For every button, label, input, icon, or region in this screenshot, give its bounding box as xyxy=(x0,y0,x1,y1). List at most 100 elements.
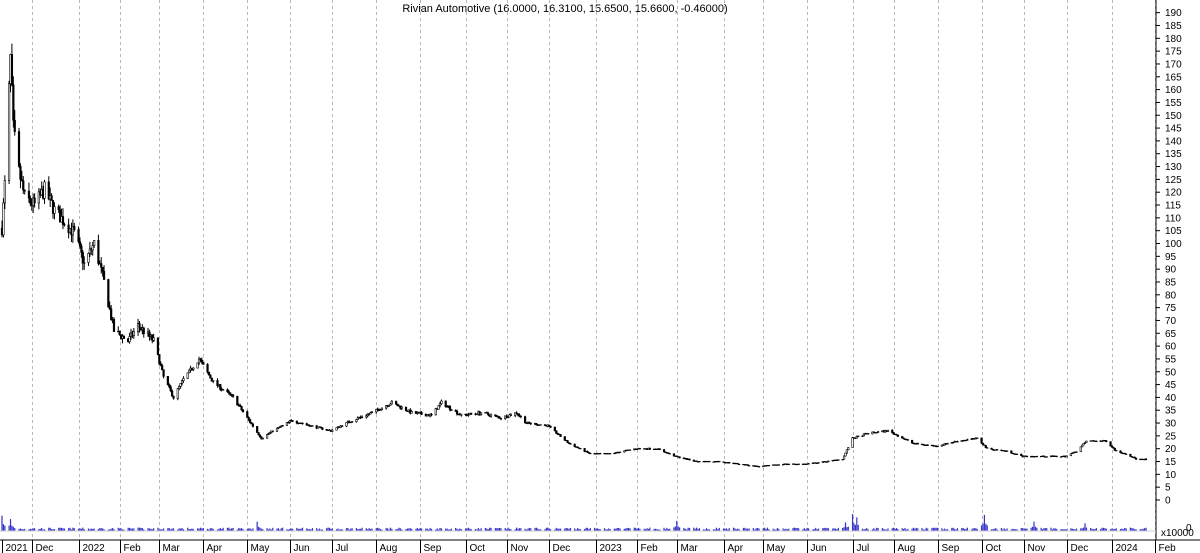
candle xyxy=(355,419,358,423)
candle xyxy=(460,413,463,417)
candle xyxy=(708,460,711,463)
volume-bar xyxy=(375,528,377,531)
volume-bar xyxy=(202,528,204,531)
candle xyxy=(196,362,199,369)
candle xyxy=(100,257,103,274)
volume-bar xyxy=(18,529,20,531)
candle xyxy=(229,392,232,397)
price-tick-label: 175 xyxy=(1165,47,1182,58)
candle xyxy=(1042,455,1046,458)
volume-bar xyxy=(863,529,865,531)
candle xyxy=(1110,445,1114,448)
month-label: Mar xyxy=(163,543,181,553)
volume-bar xyxy=(477,527,479,531)
volume-bar xyxy=(466,528,468,531)
volume-bar xyxy=(79,528,81,531)
volume-bar xyxy=(58,527,60,531)
candle xyxy=(667,452,670,454)
candle xyxy=(498,416,501,419)
candle xyxy=(668,453,671,455)
month-label: Oct xyxy=(470,543,486,553)
price-tick-label: 60 xyxy=(1165,342,1177,353)
volume-bar xyxy=(783,529,786,531)
volume-bar xyxy=(1030,527,1032,531)
candle xyxy=(305,422,308,426)
candle xyxy=(1134,457,1138,460)
candle xyxy=(12,76,15,128)
volume-bar xyxy=(874,529,876,531)
volume-bar xyxy=(1111,528,1113,531)
volume-bar xyxy=(440,528,443,531)
volume-bar xyxy=(399,528,401,531)
volume-bar xyxy=(1135,529,1137,531)
volume-bar xyxy=(618,528,620,531)
candle xyxy=(688,458,691,461)
volume-bar xyxy=(107,529,109,531)
volume-bar xyxy=(113,529,115,531)
candle xyxy=(210,377,213,382)
volume-bar xyxy=(1080,528,1082,531)
candle xyxy=(122,334,126,339)
candle xyxy=(448,405,452,412)
volume-bar xyxy=(856,517,858,531)
volume-bar xyxy=(82,527,84,531)
month-label: 2021 xyxy=(6,543,29,553)
candle xyxy=(108,301,111,310)
volume-bar xyxy=(656,529,658,531)
volume-bar xyxy=(786,529,788,531)
volume-bar xyxy=(341,529,343,531)
volume-bar xyxy=(337,528,339,531)
volume-bar xyxy=(128,527,131,531)
volume-bar xyxy=(467,527,469,531)
volume-bar xyxy=(883,528,885,531)
month-label: Nov xyxy=(511,543,529,553)
candle xyxy=(896,434,900,437)
volume-bar xyxy=(276,528,278,531)
volume-bar xyxy=(1139,529,1141,531)
volume-bar xyxy=(260,528,263,531)
volume-bar xyxy=(228,527,230,531)
volume-bar xyxy=(307,529,309,531)
volume-bar xyxy=(975,528,977,531)
candle xyxy=(494,414,497,417)
volume-bar xyxy=(684,528,686,531)
candle xyxy=(265,433,269,439)
candle xyxy=(222,388,225,391)
volume-bar xyxy=(576,528,579,531)
volume-bar xyxy=(110,528,112,531)
candle xyxy=(209,374,212,379)
volume-bar xyxy=(1109,529,1112,531)
candle xyxy=(101,266,104,277)
volume-bar xyxy=(605,529,607,531)
volume-bar xyxy=(851,514,854,531)
volume-bar xyxy=(24,528,26,531)
volume-bar xyxy=(798,528,800,531)
volume-bar xyxy=(1121,528,1123,531)
candle xyxy=(112,317,116,332)
price-tick-label: 150 xyxy=(1165,111,1182,122)
candle xyxy=(241,409,245,413)
candle xyxy=(952,441,955,444)
candle xyxy=(77,226,80,244)
candle xyxy=(518,413,521,418)
volume-bar xyxy=(130,528,132,531)
volume-bar xyxy=(971,529,973,531)
volume-bar xyxy=(1124,528,1126,531)
candle xyxy=(182,376,185,383)
candle xyxy=(128,332,131,344)
candle xyxy=(250,422,253,425)
volume-bar xyxy=(38,529,40,531)
candle xyxy=(186,372,189,379)
volume-bar xyxy=(752,528,754,531)
volume-bar xyxy=(1,515,3,531)
volume-bar xyxy=(1091,528,1093,531)
candle xyxy=(523,415,527,424)
candle xyxy=(19,163,22,189)
volume-bar xyxy=(895,528,898,531)
volume-bar xyxy=(1090,528,1092,531)
volume-bar xyxy=(148,528,151,531)
volume-bar xyxy=(599,529,601,531)
candle xyxy=(236,395,239,406)
volume-bar xyxy=(559,528,562,531)
